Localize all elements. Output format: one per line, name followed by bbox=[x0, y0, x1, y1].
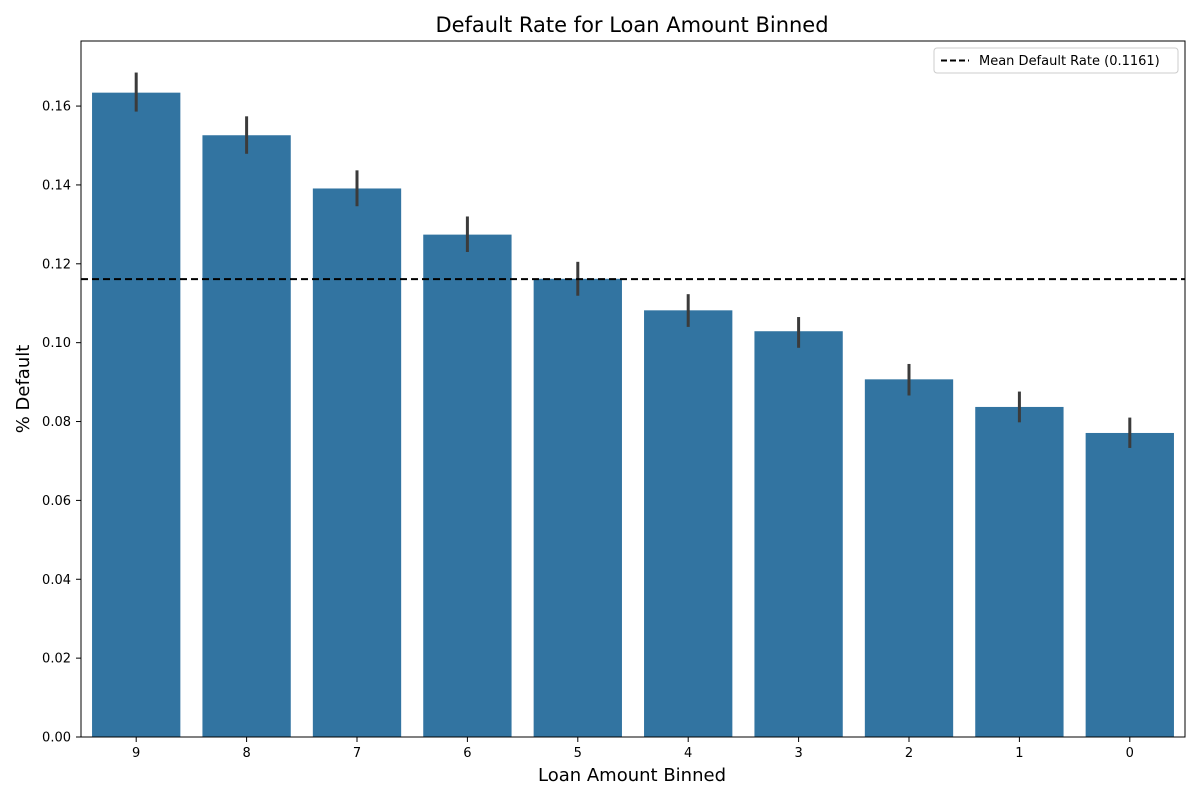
bar bbox=[754, 331, 843, 737]
bar bbox=[423, 234, 512, 737]
y-tick-label: 0.16 bbox=[42, 100, 71, 115]
bar bbox=[312, 188, 402, 737]
x-axis: 9 8 7 6 5 4 3 2 1 0 bbox=[132, 737, 1134, 761]
y-tick-label: 0.12 bbox=[42, 257, 71, 272]
x-tick-label: 7 bbox=[353, 746, 361, 761]
y-tick-label: 0.10 bbox=[42, 336, 71, 351]
y-axis: 0.00 0.02 0.04 0.06 0.08 0.10 0.12 0.14 0.16 bbox=[42, 100, 81, 746]
legend-label: Mean Default Rate (0.1161) bbox=[979, 54, 1160, 69]
bar bbox=[202, 135, 291, 737]
x-tick-label: 3 bbox=[794, 746, 802, 761]
y-axis-title: % Default bbox=[13, 345, 34, 434]
bar bbox=[975, 406, 1064, 737]
x-tick-label: 6 bbox=[463, 746, 471, 761]
y-tick-label: 0.02 bbox=[42, 652, 71, 667]
x-tick-label: 1 bbox=[1015, 746, 1023, 761]
x-tick-label: 8 bbox=[242, 746, 250, 761]
bar bbox=[533, 278, 622, 737]
bar bbox=[92, 92, 181, 738]
plot-frame bbox=[80, 40, 1186, 738]
legend-box bbox=[933, 47, 1179, 74]
y-tick-label: 0.06 bbox=[42, 494, 71, 509]
x-tick-label: 0 bbox=[1126, 746, 1134, 761]
y-tick-label: 0.08 bbox=[42, 415, 71, 430]
chart-title: Default Rate for Loan Amount Binned bbox=[435, 13, 828, 37]
bar bbox=[864, 379, 954, 737]
y-tick-label: 0.00 bbox=[42, 731, 71, 746]
bars-layer bbox=[92, 92, 1174, 738]
x-tick-label: 5 bbox=[574, 746, 582, 761]
x-axis-title: Loan Amount Binned bbox=[538, 765, 726, 786]
x-tick-label: 4 bbox=[684, 746, 692, 761]
x-tick-label: 2 bbox=[905, 746, 913, 761]
bar bbox=[644, 310, 733, 737]
legend: Mean Default Rate (0.1161) bbox=[933, 47, 1179, 74]
y-tick-label: 0.04 bbox=[42, 573, 71, 588]
x-tick-label: 9 bbox=[132, 746, 140, 761]
y-tick-label: 0.14 bbox=[42, 178, 71, 193]
bar bbox=[1085, 432, 1174, 737]
